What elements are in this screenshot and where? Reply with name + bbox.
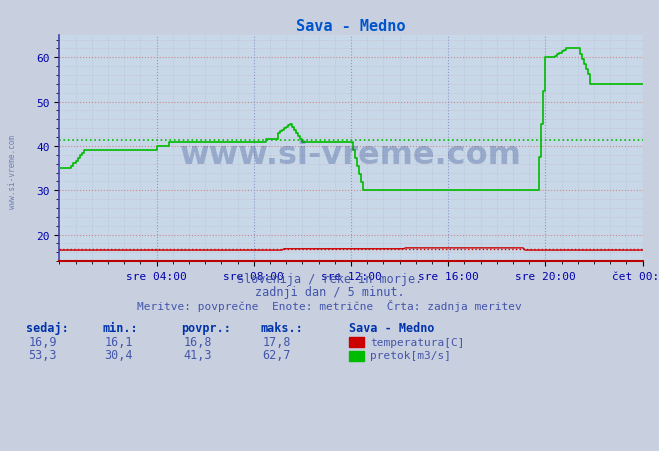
Text: 16,1: 16,1	[104, 335, 133, 348]
Text: www.si-vreme.com: www.si-vreme.com	[180, 140, 522, 171]
Text: maks.:: maks.:	[260, 322, 303, 335]
Text: Meritve: povprečne  Enote: metrične  Črta: zadnja meritev: Meritve: povprečne Enote: metrične Črta:…	[137, 299, 522, 311]
Text: 53,3: 53,3	[28, 349, 57, 362]
Text: 16,9: 16,9	[28, 335, 57, 348]
Text: 17,8: 17,8	[262, 335, 291, 348]
Text: www.si-vreme.com: www.si-vreme.com	[8, 134, 17, 208]
Text: Slovenija / reke in morje.: Slovenija / reke in morje.	[237, 272, 422, 285]
Text: 41,3: 41,3	[183, 349, 212, 362]
Text: pretok[m3/s]: pretok[m3/s]	[370, 350, 451, 360]
Text: 30,4: 30,4	[104, 349, 133, 362]
Text: temperatura[C]: temperatura[C]	[370, 337, 465, 347]
Text: sedaj:: sedaj:	[26, 322, 69, 335]
Text: povpr.:: povpr.:	[181, 322, 231, 335]
Text: min.:: min.:	[102, 322, 138, 335]
Title: Sava - Medno: Sava - Medno	[296, 18, 406, 33]
Text: zadnji dan / 5 minut.: zadnji dan / 5 minut.	[254, 285, 405, 299]
Text: 62,7: 62,7	[262, 349, 291, 362]
Text: Sava - Medno: Sava - Medno	[349, 322, 435, 335]
Text: 16,8: 16,8	[183, 335, 212, 348]
